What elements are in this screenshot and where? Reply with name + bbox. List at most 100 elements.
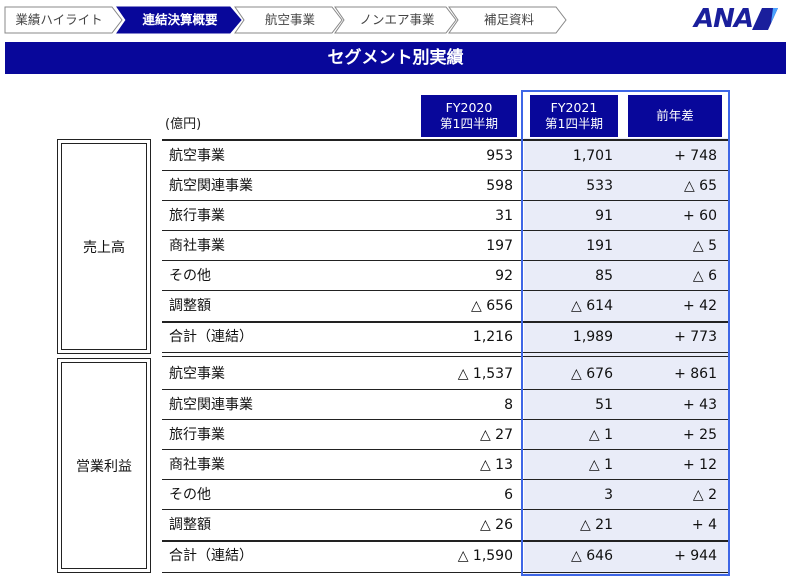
diff-value: △ 6	[692, 268, 717, 284]
tab-shape	[334, 6, 457, 34]
row-label: その他	[169, 268, 211, 284]
column-header-line2: 第1四半期	[440, 116, 498, 131]
row-label: 航空関連事業	[169, 178, 253, 194]
fy2020-value: 31	[495, 208, 513, 224]
column-header-line1: 前年差	[656, 108, 694, 123]
table-row: 調整額 △ 656 △ 614 + 42	[162, 291, 730, 321]
table-row-total: 合計（連結） △ 1,590 △ 646 + 944	[162, 541, 730, 571]
table-rule	[162, 260, 730, 261]
tab-performance-highlights[interactable]: 業績ハイライト	[4, 6, 124, 34]
title-bar: セグメント別実績	[5, 42, 786, 74]
fy2020-value: 1,216	[472, 329, 513, 345]
fy2021-value: 51	[595, 397, 613, 413]
fy2021-value: △ 614	[571, 298, 613, 314]
table-row: 航空事業 △ 1,537 △ 676 + 861	[162, 359, 730, 389]
table-rule	[162, 572, 730, 573]
fy2021-value: 533	[586, 178, 613, 194]
logo-slash-icon	[752, 8, 778, 30]
table-row: その他 6 3 △ 2	[162, 480, 730, 510]
tab-non-air[interactable]: ノンエア事業	[334, 6, 458, 34]
row-label: 旅行事業	[169, 208, 225, 224]
table-rule	[162, 139, 730, 141]
fy2021-value: △ 21	[579, 517, 613, 533]
fy2020-value: △ 13	[479, 457, 513, 473]
table-rule	[162, 352, 730, 353]
column-header-line1: FY2021	[550, 100, 598, 115]
diff-value: + 60	[683, 208, 717, 224]
table-row: 商社事業 197 191 △ 5	[162, 231, 730, 261]
tab-label: 補足資料	[483, 12, 534, 27]
fy2021-column-highlight	[524, 138, 730, 576]
diff-value: + 12	[683, 457, 717, 473]
unit-label: (億円)	[165, 117, 202, 132]
table-rule	[162, 419, 730, 420]
fy2020-value: 197	[486, 238, 513, 254]
table-row: 旅行事業 31 91 + 60	[162, 201, 730, 231]
fy2021-value: △ 676	[571, 366, 613, 382]
tab-label: ノンエア事業	[359, 12, 435, 27]
tab-shape	[448, 6, 567, 34]
tab-label: 連結決算概要	[142, 12, 218, 27]
table-row: 旅行事業 △ 27 △ 1 + 25	[162, 420, 730, 450]
fy2020-value: △ 26	[479, 517, 513, 533]
row-label: 調整額	[169, 517, 211, 533]
table-row-total: 合計（連結） 1,216 1,989 + 773	[162, 322, 730, 352]
fy2021-value: 85	[595, 268, 613, 284]
diff-value: + 43	[683, 397, 717, 413]
tab-shape	[4, 6, 123, 34]
table-rule	[162, 230, 730, 231]
fy2020-value: 598	[486, 178, 513, 194]
tab-consolidated-summary[interactable]: 連結決算概要	[116, 6, 244, 34]
diff-value: + 748	[674, 148, 717, 164]
table-row: 調整額 △ 26 △ 21 + 4	[162, 510, 730, 540]
row-label: 商社事業	[169, 238, 225, 254]
row-label: その他	[169, 487, 211, 503]
column-header-fy2020: FY2020 第1四半期	[421, 95, 517, 137]
table-rule	[162, 321, 730, 323]
fy2021-value: △ 646	[571, 548, 613, 564]
fy2020-value: 8	[504, 397, 513, 413]
tab-air-transportation[interactable]: 航空事業	[234, 6, 344, 34]
tab-supplementary[interactable]: 補足資料	[448, 6, 568, 34]
tab-shape	[116, 6, 242, 34]
fy2021-value: 191	[586, 238, 613, 254]
fy2020-value: △ 27	[479, 427, 513, 443]
diff-value: + 42	[683, 298, 717, 314]
fy2021-value: 1,701	[572, 148, 613, 164]
tab-label: 航空事業	[264, 12, 315, 27]
row-label: 旅行事業	[169, 427, 225, 443]
fy2020-value: 953	[486, 148, 513, 164]
diff-value: + 773	[674, 329, 717, 345]
column-header-line1: FY2020	[445, 100, 493, 115]
diff-value: △ 5	[692, 238, 717, 254]
table-rule	[162, 356, 730, 357]
fy2021-value: 1,989	[572, 329, 613, 345]
column-header-line2: 第1四半期	[545, 116, 603, 131]
table-rule	[162, 389, 730, 390]
table-rule	[162, 479, 730, 480]
column-header-diff: 前年差	[628, 95, 722, 137]
table-rule	[162, 449, 730, 450]
table-rule	[162, 170, 730, 171]
group-box-operating-income: 営業利益	[57, 358, 151, 573]
table-rule	[162, 200, 730, 201]
fy2020-value: 92	[495, 268, 513, 284]
table-row: 商社事業 △ 13 △ 1 + 12	[162, 450, 730, 480]
fy2020-value: △ 1,590	[457, 548, 513, 564]
fy2021-value: △ 1	[588, 457, 613, 473]
fy2020-value: △ 656	[471, 298, 513, 314]
fy2020-value: △ 1,537	[457, 366, 513, 382]
page-title: セグメント別実績	[327, 48, 464, 68]
table-rule	[162, 509, 730, 510]
column-header-fy2021: FY2021 第1四半期	[530, 95, 618, 137]
group-label-revenue: 売上高	[61, 143, 147, 350]
table-row: その他 92 85 △ 6	[162, 261, 730, 291]
table-rule	[162, 540, 730, 542]
diff-value: + 861	[674, 366, 717, 382]
logo-text: ANA	[694, 4, 754, 34]
diff-value: + 4	[691, 517, 717, 533]
fy2021-column-frame	[521, 90, 730, 576]
tab-shape	[234, 6, 343, 34]
table-row: 航空関連事業 8 51 + 43	[162, 390, 730, 420]
diff-value: + 944	[674, 548, 717, 564]
